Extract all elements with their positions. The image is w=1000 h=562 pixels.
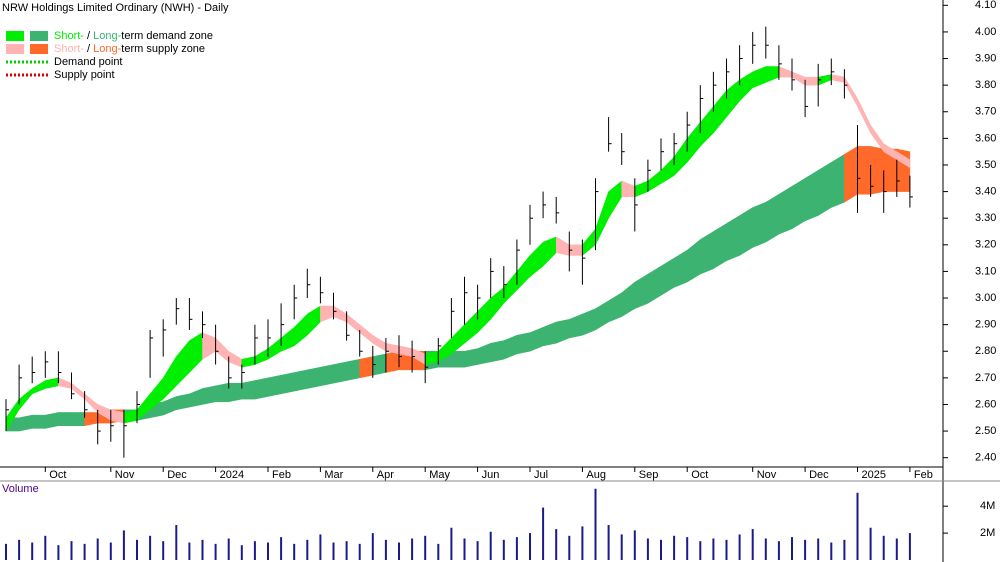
long-zone-segment [804, 169, 819, 222]
legend-label: Supply point [54, 69, 115, 81]
long-zone-segment [726, 215, 740, 262]
long-zone-segment [516, 332, 531, 355]
y-tick-label: 3.20 [975, 239, 996, 251]
y-tick-label: 3.90 [975, 52, 996, 64]
x-tick-label: Feb [914, 469, 933, 481]
long-zone-segment [58, 412, 72, 427]
long-zone-segment [490, 340, 505, 363]
y-tick-label: 3.30 [975, 212, 996, 224]
x-tick-label: Feb [272, 469, 291, 481]
long-zone-segment [857, 146, 871, 195]
x-tick-label: Apr [377, 469, 394, 481]
legend-swatch-short [6, 44, 24, 54]
long-zone-segment [31, 414, 46, 429]
x-tick-label: Nov [757, 469, 777, 481]
x-tick-label: Aug [586, 469, 606, 481]
long-zone-segment [870, 146, 884, 195]
long-zone-segment [359, 356, 374, 379]
legend-swatch-short [6, 31, 24, 41]
short-zone-segment [804, 76, 819, 86]
y-tick-label: 3.10 [975, 265, 996, 277]
y-tick-label: 2.50 [975, 425, 996, 437]
legend-label: Short- / Long-term demand zone [54, 30, 213, 42]
x-tick-label: Dec [809, 469, 829, 481]
long-zone-segment [346, 358, 360, 381]
long-zone-segment [778, 185, 793, 235]
x-tick-label: Nov [115, 469, 135, 481]
y-tick-label: 3.80 [975, 79, 996, 91]
y-tick-label: 3.50 [975, 159, 996, 171]
x-tick-label: Dec [167, 469, 187, 481]
y-tick-label: 3.00 [975, 292, 996, 304]
legend-label-part: Long- [93, 30, 121, 42]
x-tick-label: 2024 [220, 469, 244, 481]
long-zone-segment [791, 177, 806, 230]
legend-swatch-long [30, 44, 48, 54]
legend-label-part: term supply zone [121, 43, 205, 55]
long-zone-segment [280, 372, 295, 395]
long-zone-segment [385, 350, 400, 373]
volume-tick-label: 2M [980, 527, 995, 539]
y-tick-label: 3.70 [975, 106, 996, 118]
y-tick-label: 2.70 [975, 372, 996, 384]
short-zone-segment [896, 151, 911, 169]
long-zone-segment [267, 374, 282, 397]
legend-swatch-long [30, 31, 48, 41]
legend-label-part: Long- [93, 43, 121, 55]
x-tick-label: Mar [324, 469, 343, 481]
legend-label-part: / [84, 30, 93, 42]
long-zone-segment [71, 412, 85, 427]
legend-label-part: Short- [54, 43, 84, 55]
legend-label: Demand point [54, 56, 123, 68]
x-tick-label: Jun [482, 469, 500, 481]
x-tick-label: May [429, 469, 450, 481]
y-tick-label: 3.60 [975, 132, 996, 144]
legend-label-part: / [84, 43, 93, 55]
long-zone-segment [844, 145, 858, 203]
y-tick-label: 4.10 [975, 0, 996, 11]
long-zone-segment [739, 207, 753, 256]
long-zone-segment [45, 412, 59, 429]
y-tick-label: 2.90 [975, 319, 996, 331]
long-zone-segment [752, 201, 767, 248]
legend-label-part: Short- [54, 30, 84, 42]
long-zone-segment [241, 380, 256, 400]
long-zone-segment [293, 369, 308, 392]
long-zone-segment [215, 382, 229, 403]
x-tick-label: Sep [639, 469, 659, 481]
long-zone-segment [451, 350, 465, 368]
x-tick-label: Oct [691, 469, 708, 481]
x-tick-label: Jul [534, 469, 548, 481]
long-zone-segment [464, 348, 478, 368]
y-tick-label: 4.00 [975, 26, 996, 38]
long-zone-segment [817, 161, 832, 216]
long-zone-segment [765, 193, 780, 243]
long-zone-segment [320, 364, 334, 387]
volume-label: Volume [2, 483, 39, 495]
long-zone-segment [228, 382, 243, 403]
long-zone-segment [254, 377, 269, 400]
chart-title: NRW Holdings Limited Ordinary (NWH) - Da… [2, 2, 229, 14]
y-tick-label: 2.80 [975, 345, 996, 357]
y-tick-label: 2.60 [975, 398, 996, 410]
legend-label: Short- / Long-term supply zone [54, 43, 205, 55]
long-zone-segment [713, 223, 727, 270]
volume-tick-label: 4M [980, 500, 995, 512]
y-tick-label: 3.40 [975, 185, 996, 197]
long-zone-segment [333, 361, 347, 384]
long-zone-segment [176, 393, 190, 411]
x-tick-label: 2025 [862, 469, 886, 481]
long-zone-segment [307, 366, 321, 389]
long-zone-segment [831, 153, 845, 208]
legend-label-part: term demand zone [121, 30, 213, 42]
long-zone-segment [18, 414, 33, 432]
long-zone-segment [202, 385, 216, 405]
y-tick-label: 2.40 [975, 452, 996, 464]
x-tick-label: Oct [49, 469, 66, 481]
